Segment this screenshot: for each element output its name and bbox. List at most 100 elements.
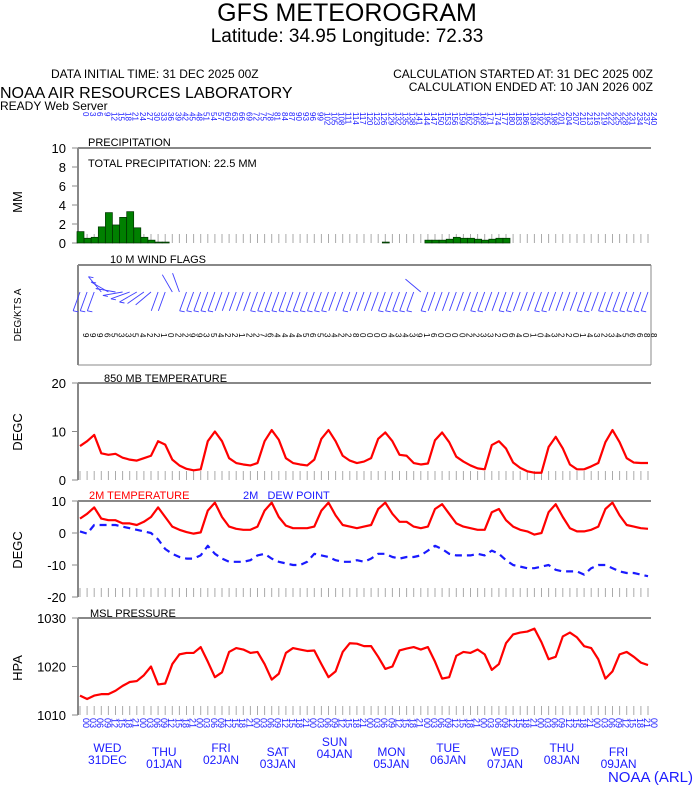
wind-barb-staff	[463, 291, 471, 311]
wind-speed-label: 5	[209, 333, 218, 338]
precip-bar	[452, 236, 461, 244]
precip-bar	[154, 241, 163, 244]
utc-hour-label: 12	[621, 718, 631, 728]
precip-bar	[438, 239, 447, 244]
y-tick-label: 10	[52, 141, 66, 156]
wind-barb-staff	[200, 291, 209, 311]
utc-hour-label: 21	[301, 718, 311, 728]
forecast-hour-label: 69	[244, 112, 253, 121]
forecast-hour-label: 36	[166, 112, 175, 121]
wind-barb-staff	[598, 291, 606, 311]
wind-barb-flag	[73, 310, 79, 313]
utc-hour-label: 15	[514, 718, 524, 728]
forecast-hour-label: 174	[493, 112, 502, 126]
wind-speed-label: 6	[628, 333, 637, 338]
wind-barb-staff	[285, 291, 294, 311]
wind-barb-staff	[161, 274, 173, 293]
utc-hour-label: 18	[351, 718, 361, 728]
wind-barb-flag	[584, 310, 590, 313]
date-label: 03JAN	[260, 757, 296, 771]
forecast-hour-label: 171	[486, 112, 495, 126]
utc-hour-label: 21	[585, 718, 595, 728]
utc-hour-label: 15	[230, 718, 240, 728]
wind-speed-label: 0	[457, 333, 466, 338]
wind-barb-flag	[619, 310, 625, 313]
wind-barb-staff	[399, 291, 408, 311]
utc-hour-label: 00	[649, 718, 659, 728]
wind-barb-flag	[321, 310, 327, 313]
wind-speed-label: 3	[550, 333, 559, 338]
forecast-hour-label: 90	[294, 112, 303, 121]
wind-speed-label: 4	[138, 333, 147, 338]
wind-speed-label: 2	[344, 333, 353, 338]
wind-barb-flag	[605, 310, 611, 313]
y-tick-label: 0	[59, 236, 66, 251]
utc-hour-label: 00	[251, 718, 261, 728]
dewpoint-line	[79, 523, 649, 578]
wind-barb-flag	[186, 310, 192, 313]
precip-bar	[90, 236, 99, 244]
forecast-hour-label: 66	[237, 112, 246, 121]
utc-hour-label: 12	[337, 718, 347, 728]
y-tick-label: 6	[59, 179, 66, 194]
forecast-hour-label: 183	[514, 112, 523, 126]
wind-speed-label: 0	[436, 333, 445, 338]
wind-barb-staff	[541, 291, 550, 311]
wind-speed-label: 3	[124, 333, 133, 338]
forecast-hour-label: 45	[188, 112, 197, 121]
utc-hour-label: 21	[472, 718, 482, 728]
wind-speed-label: 0	[571, 333, 580, 338]
wind-speed-label: 2	[244, 333, 253, 338]
utc-hour-label: 21	[358, 718, 368, 728]
wind-speed-label: 2	[472, 333, 481, 338]
precip-bar	[445, 238, 454, 244]
legend-2m-dew-point: 2M DEW POINT	[243, 490, 330, 502]
utc-hour-label: 18	[237, 718, 247, 728]
utc-hour-label: 03	[315, 718, 325, 728]
wind-barb-staff	[292, 291, 301, 311]
utc-hour-label: 12	[166, 718, 176, 728]
wind-speed-label: 4	[514, 333, 523, 338]
wind-speed-label: 4	[280, 333, 289, 338]
forecast-hour-label: 75	[259, 112, 268, 121]
wind-ylabel: DEG/KTS A	[13, 288, 24, 341]
forecast-hour-label: 78	[266, 112, 275, 121]
wind-speed-label: 0	[379, 333, 388, 338]
t2m-ylabel: DEGC	[10, 531, 25, 569]
wind-speed-label: 5	[315, 333, 324, 338]
wind-barb-staff	[186, 291, 195, 311]
wind-speed-label: 2	[564, 333, 573, 338]
wind-barb-staff	[633, 291, 642, 311]
wind-speed-label: 2	[251, 333, 260, 338]
wind-barb-flag	[633, 310, 640, 313]
wind-barb-staff	[569, 291, 578, 311]
wind-speed-label: 3	[408, 333, 417, 338]
wind-barb-staff	[591, 291, 599, 311]
precip-bar	[431, 239, 440, 244]
wind-title: 10 M WIND FLAGS	[110, 254, 206, 266]
forecast-hour-label: 180	[507, 112, 516, 126]
forecast-hour-label: 237	[642, 112, 651, 126]
utc-hour-label: 21	[415, 718, 425, 728]
wind-speed-label: 2	[145, 333, 154, 338]
mslp-ylabel: HPA	[10, 655, 25, 681]
wind-speed-label: 0	[166, 333, 175, 338]
utc-hour-label: 21	[528, 718, 538, 728]
wind-barb-staff	[562, 291, 571, 311]
wind-barb-flag	[342, 310, 349, 313]
wind-barb-staff	[193, 291, 202, 311]
forecast-hour-label: 222	[606, 112, 615, 126]
utc-hour-label: 18	[521, 718, 531, 728]
server-name: READY Web Server	[0, 99, 108, 113]
wind-barb-flag	[399, 310, 405, 313]
precip-bar	[140, 236, 149, 244]
wind-barb-flag	[271, 310, 278, 313]
forecast-hour-label: 216	[592, 112, 601, 126]
wind-speed-label: 4	[287, 333, 296, 338]
wind-barb-flag	[193, 310, 199, 313]
precip-bar	[424, 239, 433, 244]
precip-bar	[126, 211, 135, 244]
wind-barb-staff	[207, 291, 216, 311]
forecast-hour-label: 138	[408, 112, 417, 126]
wind-speed-label: 4	[614, 333, 623, 338]
